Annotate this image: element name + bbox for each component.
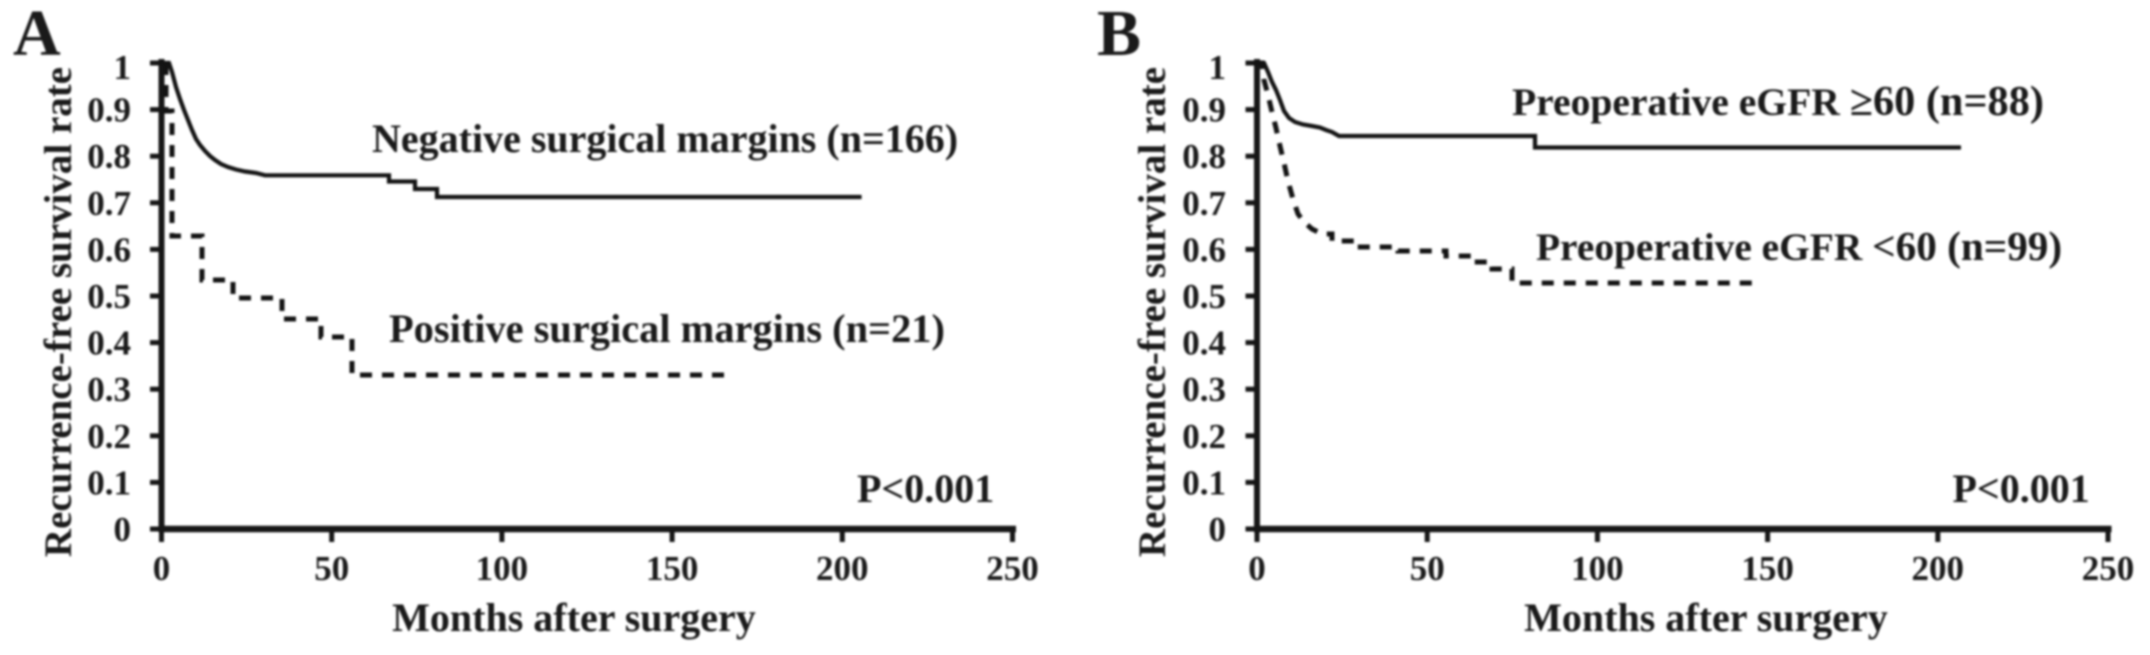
svg-text:Months after surgery: Months after surgery <box>1524 595 1888 640</box>
svg-text:200: 200 <box>816 549 869 588</box>
svg-text:0.2: 0.2 <box>1182 417 1226 456</box>
svg-text:0.3: 0.3 <box>87 370 131 409</box>
svg-text:Recurrence-free survival rate: Recurrence-free survival rate <box>1131 67 1174 557</box>
svg-text:0: 0 <box>153 549 171 588</box>
svg-text:100: 100 <box>1571 549 1624 588</box>
svg-text:0.2: 0.2 <box>87 417 131 456</box>
svg-text:A: A <box>13 0 61 70</box>
svg-text:0.3: 0.3 <box>1182 370 1226 409</box>
svg-text:0.5: 0.5 <box>87 277 131 316</box>
svg-text:1: 1 <box>1209 48 1227 87</box>
svg-text:0.1: 0.1 <box>87 463 131 502</box>
svg-text:0.6: 0.6 <box>1182 230 1226 269</box>
svg-text:100: 100 <box>476 549 529 588</box>
svg-text:0: 0 <box>114 510 132 549</box>
svg-text:Negative surgical margins (n=1: Negative surgical margins (n=166) <box>372 116 958 161</box>
svg-text:150: 150 <box>1741 549 1794 588</box>
svg-text:0.4: 0.4 <box>1182 324 1226 363</box>
svg-text:0.6: 0.6 <box>87 230 131 269</box>
svg-text:0: 0 <box>1248 549 1266 588</box>
svg-text:50: 50 <box>1410 549 1445 588</box>
svg-text:Recurrence-free survival rate: Recurrence-free survival rate <box>37 67 80 557</box>
svg-text:Months after surgery: Months after surgery <box>392 595 756 640</box>
svg-text:0.9: 0.9 <box>87 91 131 130</box>
svg-text:250: 250 <box>2082 549 2135 588</box>
svg-text:0.7: 0.7 <box>1182 184 1226 223</box>
svg-text:B: B <box>1097 0 1141 70</box>
svg-text:0.7: 0.7 <box>87 184 131 223</box>
svg-text:250: 250 <box>986 549 1039 588</box>
svg-text:0.8: 0.8 <box>87 137 131 176</box>
svg-text:P<0.001: P<0.001 <box>857 466 994 511</box>
svg-text:Preoperative eGFR <60 (n=99): Preoperative eGFR <60 (n=99) <box>1536 223 2062 270</box>
svg-text:0.9: 0.9 <box>1182 91 1226 130</box>
svg-text:P<0.001: P<0.001 <box>1953 466 2090 511</box>
svg-text:1: 1 <box>114 48 132 87</box>
svg-text:0.1: 0.1 <box>1182 463 1226 502</box>
svg-text:0: 0 <box>1209 510 1227 549</box>
svg-text:50: 50 <box>314 549 349 588</box>
svg-text:Preoperative eGFR ≥60 (n=88): Preoperative eGFR ≥60 (n=88) <box>1512 78 2044 125</box>
svg-text:200: 200 <box>1912 549 1965 588</box>
svg-text:0.8: 0.8 <box>1182 137 1226 176</box>
svg-text:0.4: 0.4 <box>87 324 131 363</box>
svg-text:150: 150 <box>646 549 699 588</box>
svg-text:0.5: 0.5 <box>1182 277 1226 316</box>
svg-text:Positive surgical margins (n=2: Positive surgical margins (n=21) <box>389 306 945 351</box>
